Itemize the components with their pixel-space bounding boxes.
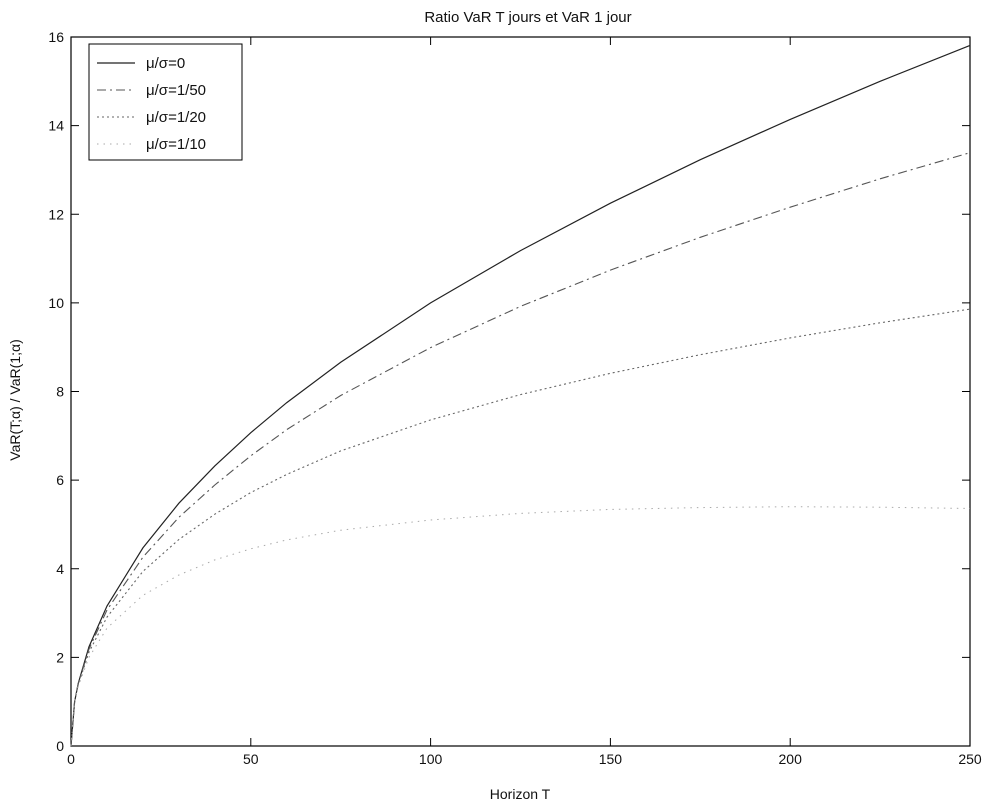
y-tick-label: 4 xyxy=(56,561,64,577)
series-line-3 xyxy=(70,308,971,747)
x-axis-label: Horizon T xyxy=(490,786,551,802)
y-tick-label: 12 xyxy=(48,206,64,222)
x-tick-label: 100 xyxy=(419,751,443,767)
series-lines xyxy=(70,44,971,747)
y-tick-label: 6 xyxy=(56,472,64,488)
series-line-4 xyxy=(70,506,971,747)
x-tick-label: 150 xyxy=(599,751,623,767)
y-tick-label: 8 xyxy=(56,384,64,400)
x-tick-label: 250 xyxy=(958,751,982,767)
y-tick-label: 14 xyxy=(48,118,64,134)
y-axis-label: VaR(T;α) / VaR(1;α) xyxy=(7,339,23,460)
y-tick-label: 2 xyxy=(56,649,64,665)
legend-label-1: μ/σ=0 xyxy=(146,55,185,72)
x-tick-label: 200 xyxy=(779,751,803,767)
y-tick-label: 0 xyxy=(56,738,64,754)
legend-label-3: μ/σ=1/20 xyxy=(146,109,206,126)
y-tick-label: 10 xyxy=(48,295,64,311)
legend-label-4: μ/σ=1/10 xyxy=(146,136,206,153)
series-line-1 xyxy=(70,44,971,747)
x-tick-label: 0 xyxy=(67,751,75,767)
axis-ticks: 0 50 100 150 200 250 0 2 4 6 8 10 12 14 16 xyxy=(48,29,981,767)
legend-label-2: μ/σ=1/50 xyxy=(146,82,206,99)
x-tick-label: 50 xyxy=(243,751,259,767)
chart-title: Ratio VaR T jours et VaR 1 jour xyxy=(424,9,631,26)
y-tick-label: 16 xyxy=(48,29,64,45)
legend: μ/σ=0 μ/σ=1/50 μ/σ=1/20 μ/σ=1/10 xyxy=(88,43,243,161)
